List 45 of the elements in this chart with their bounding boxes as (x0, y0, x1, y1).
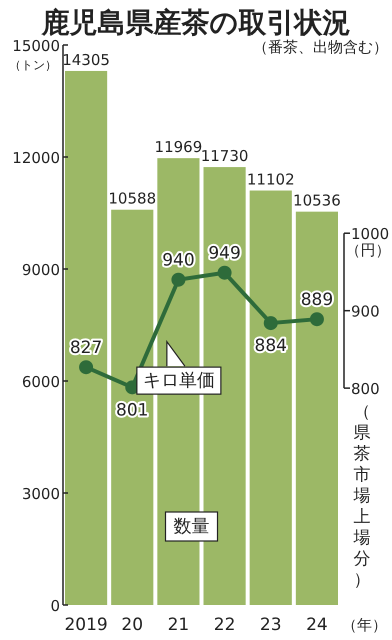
data-label: 949 (208, 244, 241, 264)
data-label: 889 (300, 290, 334, 310)
y-tick-label: 15000 (12, 37, 60, 55)
data-label: 827 (70, 338, 102, 358)
chart-title: 鹿児島県産茶の取引状況 (40, 6, 350, 39)
x-tick-label: 2019 (64, 615, 108, 635)
data-label: 11102 (246, 170, 295, 189)
x-tick-label: 22 (214, 615, 236, 635)
data-label: 11969 (154, 138, 202, 156)
y-tick-label: 12000 (12, 149, 60, 167)
y-axis-title: （トン） (9, 58, 57, 72)
point (310, 312, 324, 326)
x-tick-label: 20 (121, 615, 144, 635)
bar (65, 70, 108, 605)
point (79, 360, 94, 374)
point (171, 272, 186, 287)
annotation-price: キロ単価 (136, 340, 222, 395)
data-label: 14305 (62, 50, 110, 69)
y-tick-label: 3000 (22, 485, 60, 503)
y2-tick-label: 900 (351, 302, 380, 321)
bar (296, 212, 338, 605)
x-tick-label: 24 (306, 615, 328, 635)
y2-tick-label: 800 (351, 380, 380, 398)
y-tick-label: 9000 (22, 261, 60, 279)
y2-tick-label: 1000 (351, 225, 390, 244)
x-axis-title: （年） (342, 616, 387, 634)
data-label: 801 (116, 400, 148, 420)
point (264, 316, 278, 330)
x-tick-label: 23 (260, 615, 282, 635)
annotation: キロ単価 (142, 370, 215, 392)
y2-axis-title: （円） (346, 241, 390, 260)
x-tick-label: 21 (168, 615, 190, 635)
y-tick-label: 6000 (22, 373, 60, 391)
y-tick-label: 0 (50, 597, 60, 615)
data-label: 884 (254, 336, 287, 356)
data-label: 10588 (108, 190, 156, 208)
annotation: 数量 (174, 516, 210, 537)
point (218, 266, 232, 280)
data-label: 11730 (200, 147, 248, 166)
data-label: 10536 (293, 192, 341, 210)
annotation-qty: 数量 (164, 511, 218, 542)
chart-subtitle: （番茶、出物含む） (253, 38, 388, 56)
bar (250, 190, 292, 605)
text: （県茶市場上場分） (354, 402, 370, 590)
data-label: 940 (162, 250, 195, 271)
